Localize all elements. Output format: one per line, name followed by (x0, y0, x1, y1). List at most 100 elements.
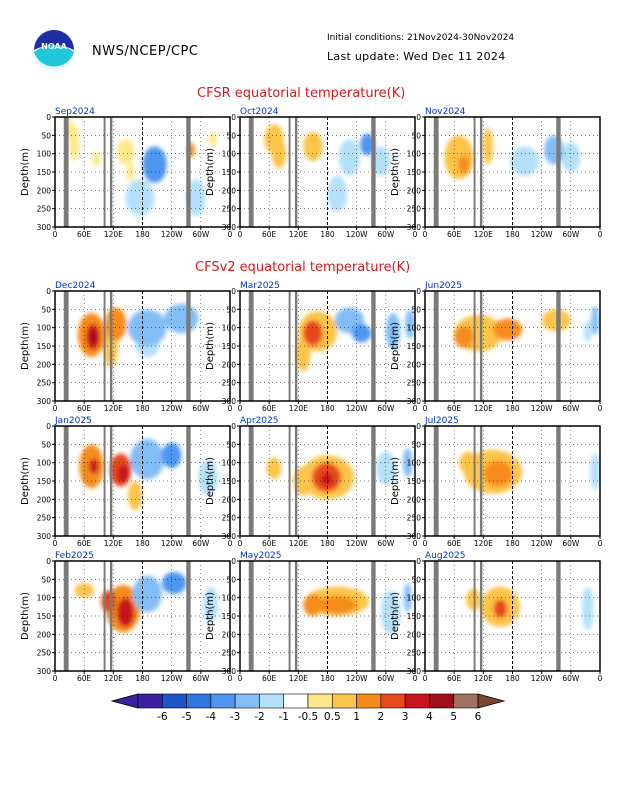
anomaly-region (69, 124, 80, 161)
x-tick-label: 120E (104, 674, 123, 683)
x-tick-label: 0 (238, 674, 243, 683)
x-tick-label: 60W (192, 404, 210, 413)
anomaly-region (458, 155, 470, 174)
x-tick-label: 0 (598, 539, 603, 548)
section-title-cfsr: CFSR equatorial temperature(K) (197, 86, 406, 101)
y-tick-label: 0 (231, 557, 236, 566)
colorbar-swatch (137, 693, 163, 709)
x-tick-label: 0 (238, 539, 243, 548)
anomaly-region (116, 139, 135, 165)
y-tick-label: 0 (46, 113, 51, 122)
y-tick-label: 150 (222, 168, 237, 177)
land-mask (109, 117, 113, 227)
land-mask (103, 117, 106, 227)
land-mask (473, 291, 476, 401)
y-tick-label: 150 (407, 342, 422, 351)
y-axis-title: Depth(m) (20, 322, 31, 370)
anomaly-region (590, 453, 600, 491)
x-tick-label: 0 (53, 230, 58, 239)
anomaly-region (132, 575, 162, 613)
colorbar-swatch (186, 693, 212, 709)
land-mask (371, 117, 376, 227)
y-tick-label: 200 (222, 630, 237, 639)
y-tick-label: 50 (226, 440, 236, 449)
anomaly-region (582, 586, 594, 631)
anomaly-region (127, 481, 143, 511)
land-mask (479, 561, 483, 671)
x-tick-label: 0 (53, 539, 58, 548)
panel-title: May2025 (240, 551, 282, 561)
anomaly-region (510, 146, 540, 176)
anomaly-region (351, 324, 372, 343)
x-tick-label: 120E (104, 230, 123, 239)
x-tick-label: 120E (104, 404, 123, 413)
anomaly-region (327, 175, 347, 213)
land-mask (473, 117, 476, 227)
x-tick-label: 120W (346, 230, 368, 239)
y-tick-label: 150 (37, 477, 52, 486)
colorbar-swatch (259, 693, 285, 709)
land-mask (63, 117, 69, 227)
anomaly-region (583, 320, 592, 343)
y-tick-label: 100 (222, 150, 237, 159)
land-mask (109, 561, 113, 671)
y-tick-label: 150 (37, 342, 52, 351)
anomaly-region (90, 330, 98, 344)
land-mask (556, 291, 561, 401)
land-mask (294, 117, 298, 227)
land-mask (186, 117, 191, 227)
x-tick-label: 120W (161, 230, 183, 239)
organization-name: NWS/NCEP/CPC (92, 44, 199, 59)
panel-title: Jan2025 (54, 416, 92, 426)
land-mask (288, 426, 291, 536)
y-tick-label: 150 (222, 342, 237, 351)
y-tick-label: 200 (37, 186, 52, 195)
x-tick-label: 0 (238, 404, 243, 413)
y-tick-label: 100 (222, 459, 237, 468)
y-tick-label: 200 (222, 360, 237, 369)
land-mask (248, 561, 254, 671)
x-tick-label: 180 (135, 230, 150, 239)
colorbar-swatch (234, 693, 260, 709)
x-tick-label: 0 (423, 404, 428, 413)
y-tick-label: 300 (37, 223, 52, 232)
x-tick-label: 180 (320, 674, 335, 683)
x-tick-label: 180 (505, 674, 520, 683)
panel-title: Feb2025 (55, 551, 94, 561)
panel-title: Apr2025 (240, 416, 278, 426)
x-tick-label: 120W (531, 674, 553, 683)
y-tick-label: 0 (416, 287, 421, 296)
anomaly-region (74, 583, 94, 598)
x-tick-label: 0 (598, 404, 603, 413)
x-tick-label: 60E (77, 230, 92, 239)
x-tick-label: 0 (598, 674, 603, 683)
x-tick-label: 60W (562, 539, 580, 548)
colorbar-swatch (453, 693, 479, 709)
y-tick-label: 250 (37, 379, 52, 388)
anomaly-region (266, 457, 282, 480)
anomaly-region (161, 572, 187, 594)
x-tick-label: 180 (135, 539, 150, 548)
y-axis-title: Depth(m) (390, 322, 401, 370)
y-tick-label: 250 (37, 649, 52, 658)
y-tick-label: 100 (222, 324, 237, 333)
land-mask (556, 426, 561, 536)
land-mask (473, 426, 476, 536)
x-tick-label: 120E (104, 539, 123, 548)
land-mask (433, 561, 439, 671)
panel-title: Nov2024 (425, 107, 466, 117)
y-tick-label: 150 (37, 612, 52, 621)
x-tick-label: 60W (377, 539, 395, 548)
anomaly-region (89, 459, 99, 474)
x-tick-label: 60E (262, 404, 277, 413)
panel-title: Dec2024 (55, 281, 96, 291)
land-mask (186, 291, 191, 401)
x-tick-label: 0 (423, 230, 428, 239)
anomaly-region (483, 460, 513, 487)
anomaly-region (105, 307, 127, 341)
y-tick-label: 200 (407, 360, 422, 369)
